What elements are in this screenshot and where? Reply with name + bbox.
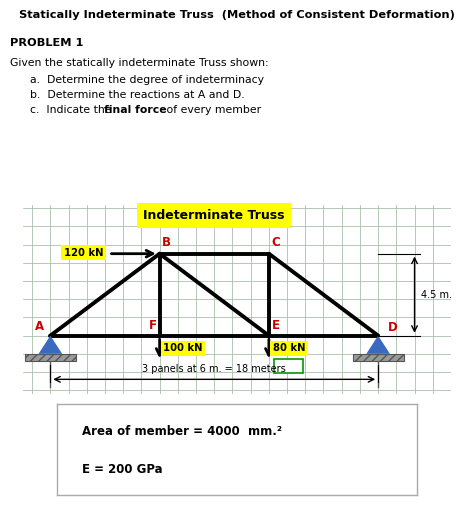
Text: D: D	[388, 321, 398, 334]
Text: 4.5 m.: 4.5 m.	[421, 290, 452, 299]
Polygon shape	[38, 336, 62, 354]
Text: B: B	[162, 236, 171, 249]
Bar	[25, 354, 76, 362]
Text: Given the statically indeterminate Truss shown:: Given the statically indeterminate Truss…	[10, 58, 269, 68]
Text: Statically Indeterminate Truss  (Method of Consistent Deformation): Statically Indeterminate Truss (Method o…	[19, 10, 455, 20]
Polygon shape	[366, 336, 390, 354]
Text: a.  Determine the degree of indeterminacy: a. Determine the degree of indeterminacy	[30, 75, 264, 85]
Text: Area of member = 4000  mm.²: Area of member = 4000 mm.²	[82, 425, 282, 438]
Text: Indeterminate Truss: Indeterminate Truss	[144, 209, 285, 222]
Text: final force: final force	[104, 106, 167, 115]
Text: A: A	[35, 320, 44, 333]
Text: PROBLEM 1: PROBLEM 1	[10, 38, 83, 48]
Text: E: E	[272, 319, 280, 332]
Text: 80 kN: 80 kN	[273, 343, 305, 354]
Text: F: F	[149, 319, 157, 332]
Text: 120 kN: 120 kN	[64, 248, 103, 258]
Bar	[274, 359, 303, 373]
Text: 100 kN: 100 kN	[163, 343, 203, 354]
Text: C: C	[272, 236, 280, 249]
Text: 3 panels at 6 m. = 18 meters: 3 panels at 6 m. = 18 meters	[142, 364, 286, 374]
Text: b.  Determine the reactions at A and D.: b. Determine the reactions at A and D.	[30, 90, 245, 100]
Text: E = 200 GPa: E = 200 GPa	[82, 463, 163, 476]
Text: c.  Indicate the: c. Indicate the	[30, 106, 115, 115]
Text: of every member: of every member	[163, 106, 261, 115]
Bar	[353, 354, 404, 362]
